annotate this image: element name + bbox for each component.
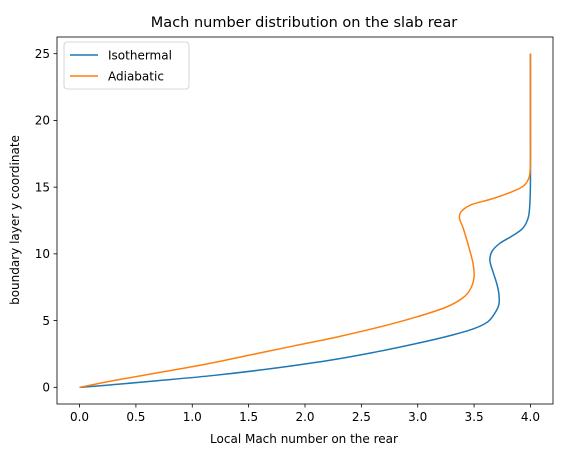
y-tick-label: 0 — [42, 381, 50, 395]
plot-series — [79, 53, 532, 389]
series-line-adiabatic — [79, 53, 532, 389]
x-axis-label: Local Mach number on the rear — [210, 432, 398, 446]
x-tick-label: 1.0 — [183, 410, 202, 424]
x-tick-label: 0.0 — [70, 410, 89, 424]
x-tick-label: 3.0 — [408, 410, 427, 424]
y-axis-ticks: 0 5 10 15 20 25 — [35, 47, 57, 395]
chart-title: Mach number distribution on the slab rea… — [151, 15, 457, 31]
legend-label-adiabatic: Adiabatic — [108, 70, 164, 84]
y-axis-label: boundary layer y coordinate — [8, 135, 22, 305]
x-tick-label: 0.5 — [126, 410, 145, 424]
x-tick-label: 3.5 — [465, 410, 484, 424]
y-tick-label: 10 — [35, 247, 50, 261]
y-tick-label: 5 — [42, 314, 50, 328]
x-tick-label: 1.5 — [239, 410, 258, 424]
x-tick-label: 4.0 — [521, 410, 540, 424]
y-tick-label: 25 — [35, 47, 50, 61]
y-tick-label: 15 — [35, 180, 50, 194]
x-tick-label: 2.0 — [295, 410, 314, 424]
legend-box — [63, 41, 190, 90]
y-tick-label: 20 — [35, 114, 50, 128]
legend-label-isothermal: Isothermal — [108, 49, 172, 63]
x-tick-label: 2.5 — [352, 410, 371, 424]
x-axis-ticks: 0.0 0.5 1.0 1.5 2.0 2.5 3.0 3.5 4.0 — [70, 404, 540, 424]
legend: Isothermal Adiabatic — [63, 41, 190, 90]
series-line-isothermal — [79, 53, 532, 389]
